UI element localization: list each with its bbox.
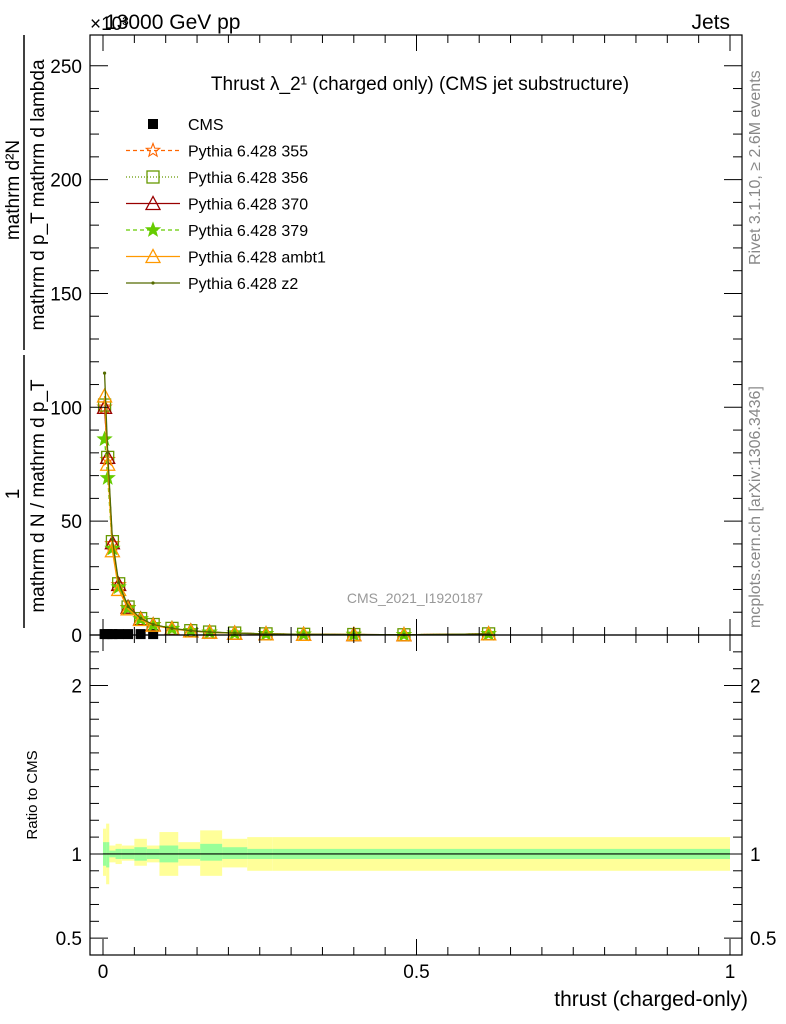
data-point xyxy=(144,195,162,211)
main-ytick-label: 200 xyxy=(50,171,82,192)
main-ytick-label: 250 xyxy=(50,57,82,78)
data-point xyxy=(110,537,115,541)
main-ytick-label: 100 xyxy=(50,398,82,419)
ratio-ytick-label: 0.5 xyxy=(56,929,82,950)
rivet-label: Rivet 3.1.10, ≥ 2.6M events xyxy=(747,70,764,265)
data-point xyxy=(117,581,121,585)
data-point xyxy=(144,248,162,264)
main-title: Thrust λ_2¹ (charged only) (CMS jet subs… xyxy=(211,74,629,95)
legend-label: Pythia 6.428 z2 xyxy=(188,276,298,293)
data-point xyxy=(96,430,113,447)
data-point xyxy=(170,626,174,630)
stat-band xyxy=(200,843,223,861)
data-point xyxy=(146,170,160,184)
data-point xyxy=(151,281,155,285)
data-point xyxy=(148,119,158,129)
main-ylabel: 1 mathrm d N / mathrm d p_T mathrm d²N m… xyxy=(3,35,49,628)
ratio-ytick-label: 2 xyxy=(71,677,82,698)
data-point xyxy=(233,631,237,635)
legend-item: Pythia 6.428 379 xyxy=(126,221,308,240)
ylabel-numerator: mathrm d²N xyxy=(3,140,24,240)
data-point xyxy=(207,630,212,634)
series-cms xyxy=(99,629,159,640)
data-point xyxy=(139,616,143,620)
data-point xyxy=(96,387,113,403)
data-point xyxy=(123,629,134,640)
data-point xyxy=(189,629,193,633)
main-ytick-label: 0 xyxy=(71,626,82,647)
data-point xyxy=(144,141,162,158)
main-ytick-label: 50 xyxy=(61,512,82,533)
energy-label: 13000 GeV pp xyxy=(105,11,240,34)
legend-item: Pythia 6.428 z2 xyxy=(126,276,298,293)
data-point xyxy=(135,629,146,640)
legend-label: Pythia 6.428 ambt1 xyxy=(188,250,326,267)
data-point xyxy=(144,221,162,237)
ylabel-denominator: mathrm d p_T mathrm d lambda xyxy=(28,59,49,330)
ratio-axes: 0.5 0.5 1 1 2 2 0 0.5 1 xyxy=(56,634,776,983)
legend-label: Pythia 6.428 379 xyxy=(188,223,308,240)
ylabel-prefactor-den: mathrm d N / mathrm d p_T xyxy=(28,379,49,613)
legend: CMS Pythia 6.428 355 Pythia 6.428 356 Pythi… xyxy=(126,117,326,293)
exponent-label: ×10³ xyxy=(90,14,129,35)
ratio-bands xyxy=(103,823,730,885)
legend-item: Pythia 6.428 355 xyxy=(126,141,308,161)
data-point xyxy=(119,600,137,616)
legend-label: CMS xyxy=(188,117,224,134)
data-point xyxy=(113,629,124,640)
ratio-ylabel: Ratio to CMS xyxy=(24,750,41,839)
ylabel-prefactor-num: 1 xyxy=(3,489,24,500)
data-point xyxy=(110,581,127,597)
legend-item: Pythia 6.428 ambt1 xyxy=(126,248,326,267)
data-point xyxy=(132,611,149,627)
stat-band xyxy=(106,842,110,868)
data-point xyxy=(104,542,121,558)
xtick-label: 1 xyxy=(725,962,736,983)
mcplots-label: mcplots.cern.ch [arXiv:1306.3436] xyxy=(747,386,764,628)
data-point xyxy=(148,629,159,640)
ratio-ytick-label: 1 xyxy=(71,845,82,866)
ratio-ytick-label-right: 2 xyxy=(750,677,761,698)
ratio-ytick-label-right: 0.5 xyxy=(750,929,776,950)
ratio-frame xyxy=(89,634,743,956)
legend-label: Pythia 6.428 370 xyxy=(188,197,308,214)
data-point xyxy=(102,371,107,375)
legend-item: Pythia 6.428 356 xyxy=(126,170,308,187)
legend-label: Pythia 6.428 355 xyxy=(188,144,308,161)
data-point xyxy=(99,469,116,485)
legend-item: Pythia 6.428 370 xyxy=(126,195,308,214)
data-point xyxy=(107,629,118,640)
xtick-label: 0 xyxy=(98,962,109,983)
x-axis-label: thrust (charged-only) xyxy=(554,988,748,1011)
group-label: Jets xyxy=(691,11,730,34)
data-point xyxy=(151,622,155,627)
data-point xyxy=(106,451,110,455)
main-ytick-label: 150 xyxy=(50,284,82,305)
xtick-label: 0.5 xyxy=(403,962,429,983)
main-panel: 0 50 100 150 200 250 CMS_2021_I1920187 Thrust… xyxy=(3,34,743,647)
watermark: CMS_2021_I1920187 xyxy=(347,590,483,606)
legend-item: CMS xyxy=(148,117,224,134)
legend-label: Pythia 6.428 356 xyxy=(188,170,308,187)
series-pythia-6-428-379 xyxy=(96,430,497,642)
stat-band xyxy=(222,847,248,859)
ratio-ytick-label-right: 1 xyxy=(750,845,761,866)
ratio-panel: 0.5 0.5 1 1 2 2 0 0.5 1 Ratio to CMS thrust (cha… xyxy=(24,634,776,1011)
data-point xyxy=(99,455,116,471)
main-axes: 0 50 100 150 200 250 xyxy=(50,34,743,647)
data-point xyxy=(126,604,130,609)
